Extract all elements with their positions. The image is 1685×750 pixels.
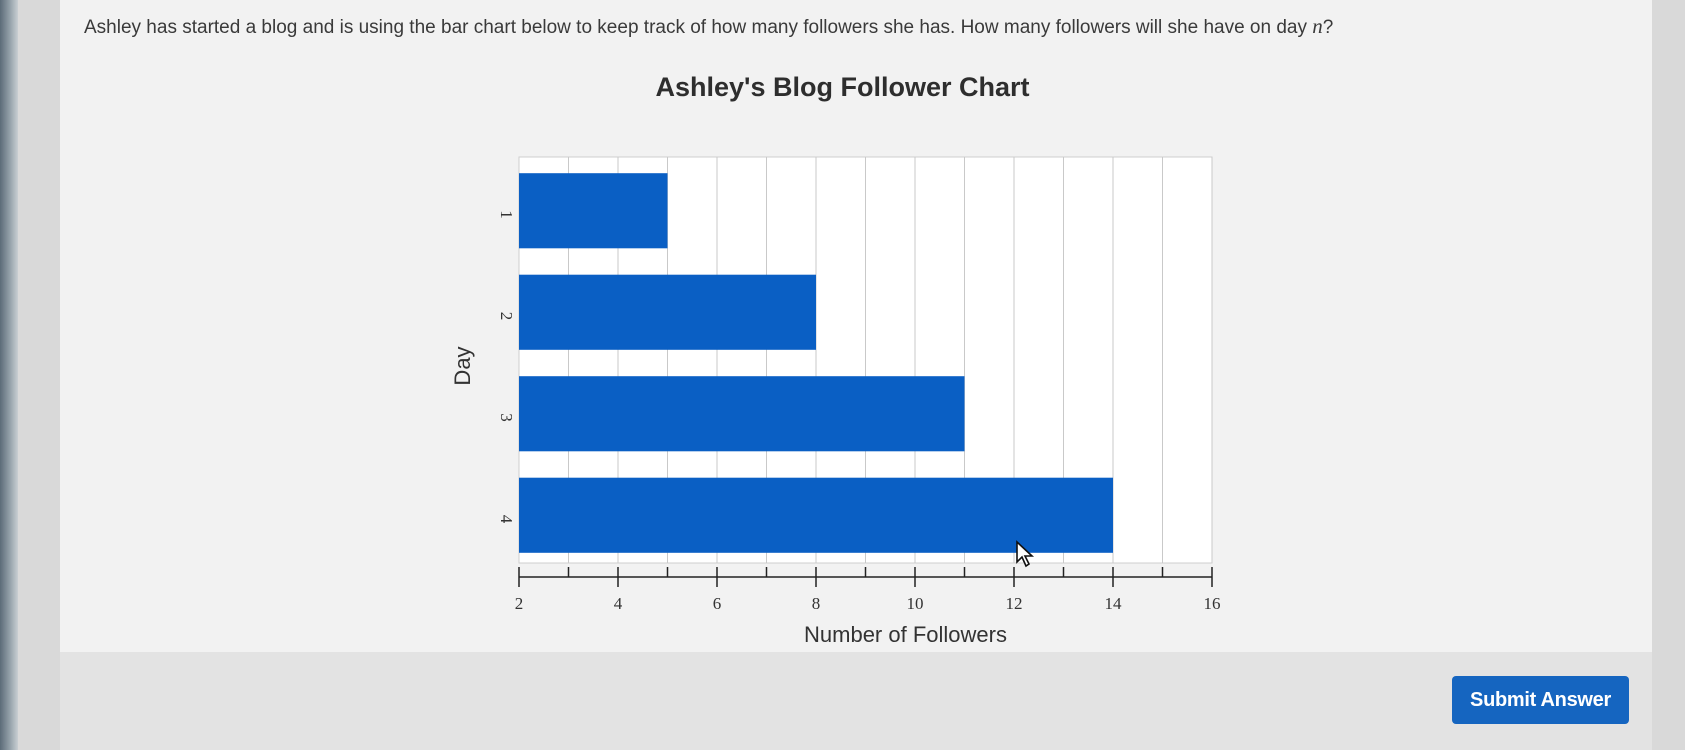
question-variable: n: [1312, 14, 1323, 38]
x-tick-label: 16: [1204, 594, 1221, 613]
y-axis-title: Day: [450, 346, 475, 385]
x-tick-label: 2: [515, 594, 524, 613]
x-tick-label: 6: [713, 594, 722, 613]
x-axis-title: Number of Followers: [804, 622, 1007, 647]
bar-day-4: [519, 477, 1113, 553]
y-tick-label: 1: [497, 210, 516, 219]
x-tick-label: 8: [812, 594, 821, 613]
y-tick-label: 3: [497, 413, 516, 422]
y-tick-label: 4: [497, 515, 516, 524]
x-tick-label: 14: [1105, 594, 1123, 613]
chart-bars: [519, 173, 1113, 553]
x-tick-label: 12: [1006, 594, 1023, 613]
x-tick-label: 10: [907, 594, 924, 613]
background-edge: [0, 0, 18, 750]
answer-footer: [60, 652, 1652, 750]
bar-day-1: [519, 173, 668, 249]
chart-axes: [518, 567, 1213, 587]
bar-day-3: [519, 376, 965, 452]
y-tick-label: 2: [497, 312, 516, 321]
question-text: Ashley has started a blog and is using t…: [84, 14, 1334, 38]
x-tick-label: 4: [614, 594, 623, 613]
mouse-cursor-icon: [1016, 540, 1035, 568]
bar-day-2: [519, 274, 816, 350]
submit-answer-button[interactable]: Submit Answer: [1452, 676, 1629, 724]
chart-title: Ashley's Blog Follower Chart: [655, 72, 1030, 102]
